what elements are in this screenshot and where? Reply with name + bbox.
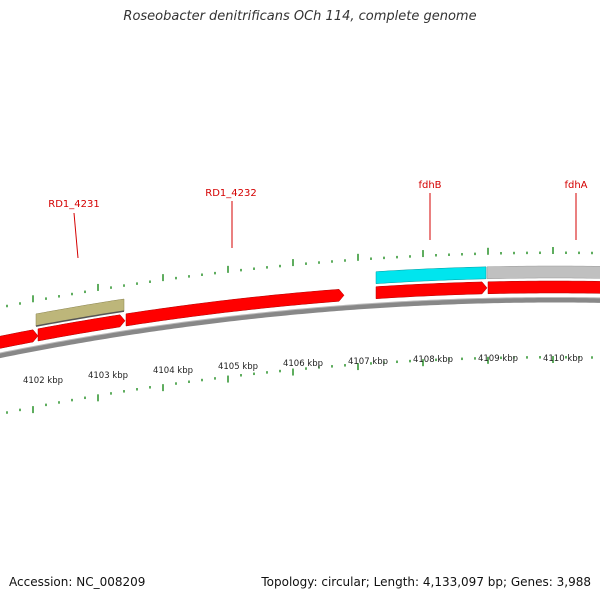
gene-arrow xyxy=(487,280,600,295)
gene-labels: RD1_4231 RD1_4232 fdhB fdhA xyxy=(48,180,588,259)
scale-label: 4107 kbp xyxy=(348,357,388,367)
gene-label-fdha[interactable]: fdhA xyxy=(564,180,587,191)
gene-label-rd1-4232[interactable]: RD1_4232 xyxy=(205,188,256,199)
gene-block-fdha xyxy=(486,265,600,280)
accession-text: Accession: NC_008209 xyxy=(9,575,146,589)
leader-line xyxy=(73,212,79,259)
scale-ticks xyxy=(6,247,593,414)
gene-track xyxy=(0,265,600,349)
genome-summary-text: Topology: circular; Length: 4,133,097 bp… xyxy=(261,575,591,589)
gene-arrow xyxy=(0,329,39,349)
scale-label: 4109 kbp xyxy=(478,354,518,364)
scale-label: 4105 kbp xyxy=(218,362,258,372)
gene-arrow xyxy=(37,314,126,342)
scale-label: 4108 kbp xyxy=(413,355,453,365)
genome-title: Roseobacter denitrificans OCh 114, compl… xyxy=(123,9,477,24)
scale-label: 4106 kbp xyxy=(283,359,323,369)
scale-labels: 4102 kbp 4103 kbp 4104 kbp 4105 kbp 4106… xyxy=(23,354,583,386)
gene-block-fdhb xyxy=(375,266,487,284)
gene-label-rd1-4231[interactable]: RD1_4231 xyxy=(48,199,99,210)
gene-arrow xyxy=(125,289,345,327)
gene-block-edge xyxy=(35,310,125,327)
gene-label-fdhb[interactable]: fdhB xyxy=(418,180,441,191)
scale-label: 4102 kbp xyxy=(23,376,63,386)
genome-backbone xyxy=(0,297,600,359)
scale-label: 4104 kbp xyxy=(153,366,193,376)
scale-label: 4110 kbp xyxy=(543,354,583,364)
scale-label: 4103 kbp xyxy=(88,371,128,381)
backbone-highlight xyxy=(0,297,600,354)
backbone-line xyxy=(0,297,600,359)
gene-arrow xyxy=(375,281,488,299)
